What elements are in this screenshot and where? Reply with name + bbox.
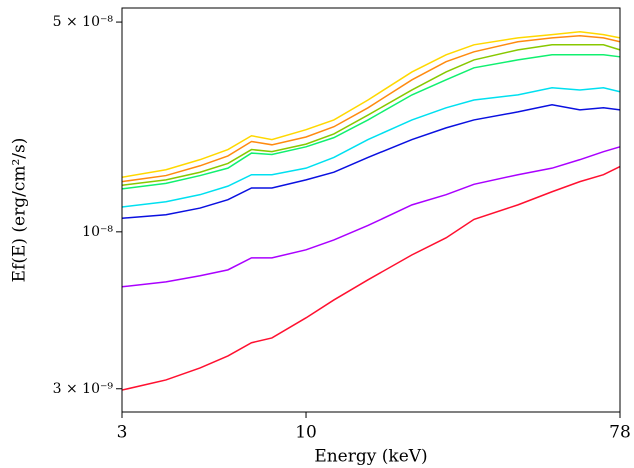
series-line [121,87,621,208]
x-tick-label: 3 [117,423,128,443]
series-line [121,165,621,391]
y-tick-label: 10⁻⁸ [82,224,113,240]
y-axis-label: Ef(E) (erg/cm²/s) [10,138,30,283]
series-line [121,104,621,219]
series-line [121,146,621,288]
plot-frame [121,7,621,413]
x-tick-label: 10 [295,423,317,443]
series-line [121,54,621,190]
x-axis-label: Energy (keV) [314,447,427,467]
series-line [121,35,621,183]
series-line [121,44,621,186]
y-tick-label: 5 × 10⁻⁸ [53,14,114,30]
y-tick-label: 3 × 10⁻⁹ [53,381,114,397]
series-line [121,31,621,178]
x-tick-label: 78 [609,423,631,443]
